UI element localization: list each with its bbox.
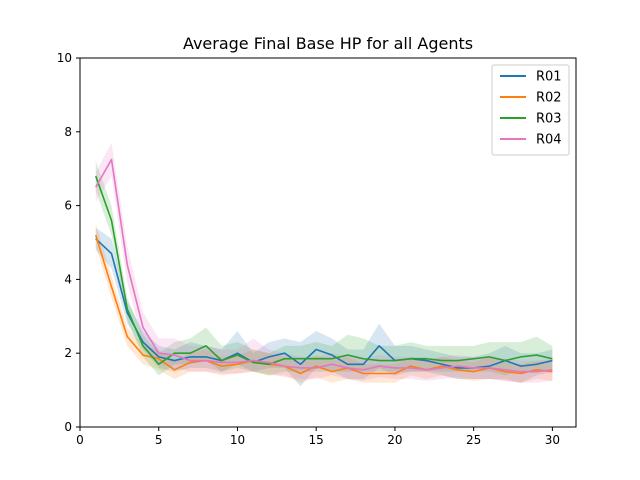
x-tick-label: 20 [387, 433, 402, 447]
legend-label-r04: R04 [536, 133, 562, 148]
y-tick-label: 2 [64, 346, 72, 360]
band-r03 [95, 161, 553, 376]
y-tick-label: 8 [64, 125, 72, 139]
band-r02 [95, 224, 553, 383]
x-tick-label: 5 [155, 433, 163, 447]
legend: R01 R02 R03 R04 [491, 64, 570, 156]
legend-box [491, 64, 570, 156]
plot-frame [79, 57, 577, 428]
y-tick-label: 6 [64, 199, 72, 213]
y-tick-label: 4 [64, 272, 72, 286]
x-tick-label: 0 [76, 433, 84, 447]
y-tick-label: 0 [64, 420, 72, 434]
chart-title: Average Final Base HP for all Agents [183, 34, 473, 53]
x-axis: 0 5 10 15 20 25 30 [76, 427, 560, 447]
y-axis: 0 2 4 6 8 10 [57, 51, 80, 434]
confidence-bands [95, 142, 553, 387]
x-tick-label: 25 [466, 433, 481, 447]
legend-label-r02: R02 [536, 91, 562, 106]
legend-label-r03: R03 [536, 112, 562, 127]
legend-label-r01: R01 [536, 70, 562, 85]
x-tick-label: 30 [545, 433, 560, 447]
x-tick-label: 15 [309, 433, 324, 447]
x-tick-label: 10 [230, 433, 245, 447]
y-tick-label: 10 [57, 51, 72, 65]
line-r04 [95, 158, 553, 373]
series-lines [94, 158, 553, 375]
line-r02 [94, 234, 553, 375]
